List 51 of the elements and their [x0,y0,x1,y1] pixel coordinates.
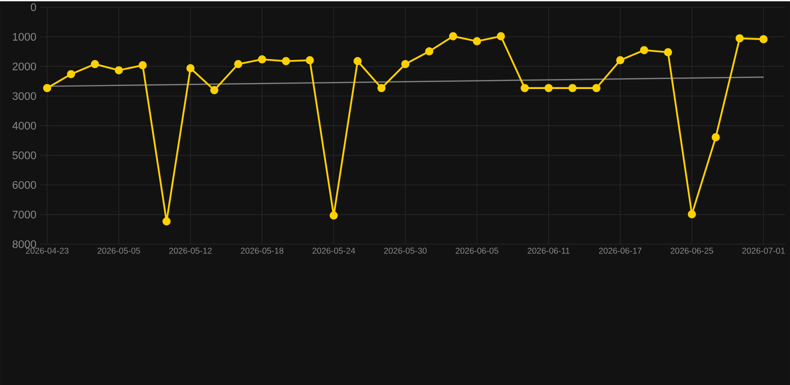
point [282,56,290,66]
point [162,217,171,226]
point [401,60,410,68]
point [306,56,314,64]
point [472,37,482,46]
x-tick-label: 2026-05-30 [384,248,427,254]
point [330,211,338,220]
y-tick-label: 3000 [12,92,36,100]
point [616,56,624,64]
point [520,84,529,92]
point [496,32,505,40]
x-tick-label: 2026-05-12 [169,248,212,254]
point [544,84,553,92]
x-tick-label: 2026-06-17 [599,248,642,254]
point [43,84,52,92]
x-tick-label: 2026-06-05 [456,248,498,254]
point [138,61,147,70]
x-tick-label: 2026-05-05 [98,248,140,254]
y-tick-label: 8000 [12,240,36,248]
y-tick-label: 1000 [12,32,36,41]
x-tick-label: 2026-06-25 [670,248,714,254]
y-tick-label: 7000 [12,210,36,218]
x-tick-label: 2026-05-18 [240,248,284,254]
point [688,210,696,218]
y-tick-label: 2000 [12,62,36,70]
y-tick-label: 5000 [12,151,36,160]
point [186,64,195,72]
x-tick-label: 2026-04-23 [26,248,68,254]
point [90,60,100,68]
point [640,46,648,54]
point [258,55,266,64]
point [664,48,672,56]
x-tick-label: 2026-07-01 [742,248,785,254]
point [377,84,386,92]
y-tick-label: 6000 [12,180,36,189]
point [712,133,720,142]
point [592,84,600,92]
y-tick-label: 0 [30,3,36,11]
point [210,86,218,94]
point [354,56,362,66]
point [736,34,744,42]
point [114,66,123,74]
point [449,32,458,40]
point [234,60,242,68]
point [568,84,577,92]
x-tick-label: 2026-05-24 [312,248,356,254]
point [66,70,76,78]
point [759,35,768,44]
y-tick-label: 4000 [12,122,36,130]
point [425,47,434,56]
x-tick-label: 2026-06-11 [528,248,570,254]
